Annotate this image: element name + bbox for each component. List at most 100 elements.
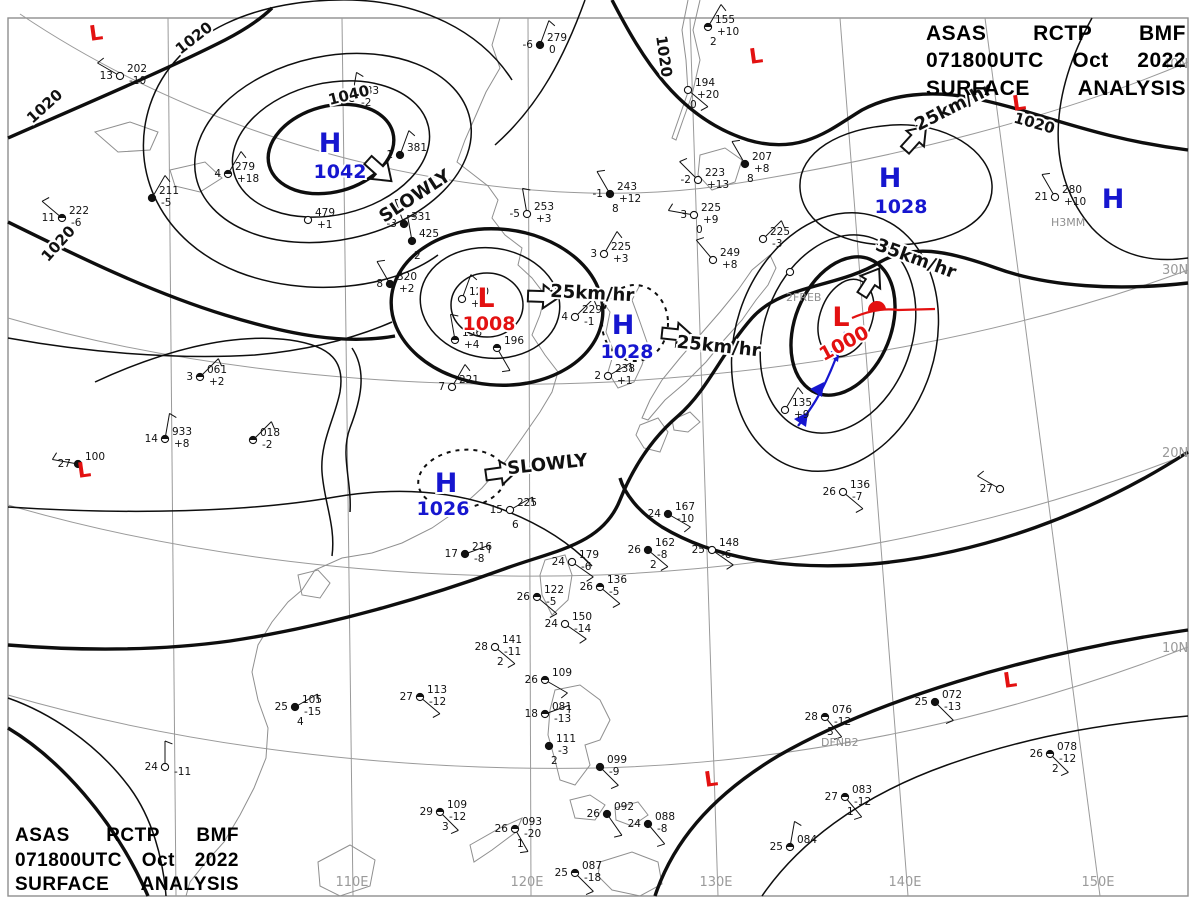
low-mark-symbol: L [76,457,93,483]
station-cloud-cover-half [348,94,356,98]
isobar-1020-sw [7,726,150,897]
station-cloud-cover-symbol [399,219,409,229]
station-tendency: -11 [504,646,521,658]
station-cloud-cover-symbol [560,619,570,629]
station-tendency: -8 [657,823,667,835]
station-plot: 155+102 [703,4,739,48]
station-pressure: 221 [459,374,479,386]
station-cloud-cover-half [571,869,579,873]
station-cloud-cover-symbol [838,487,848,497]
station-plot: 135+9 [780,387,812,421]
isobar-wiggle-2 [345,347,362,513]
station-tendency: +4 [464,339,480,351]
station-weather-code: 2 [650,559,657,571]
wind-barb [449,314,456,341]
station-plot: 15 225 6 [490,496,537,531]
station-pressure: 099 [607,754,627,766]
station-pressure: 279 [547,32,567,44]
station-temperature: 18 [525,708,538,720]
station-tendency: -12 [449,811,466,823]
station-temperature: 26 [525,674,539,686]
station-plot: 28 141-112 [475,634,522,668]
coastline-borneo-tip [317,844,376,897]
station-temperature: 7 [438,381,445,393]
station-pressure: 088 [655,811,675,823]
wind-barb [571,561,594,578]
wind-barb-tick [169,412,177,419]
station-cloud-cover-half [511,825,519,829]
station-plot: 25 105-154 [275,693,322,728]
station-temperature: 26 [1030,748,1044,760]
station-plot: 26 092 [587,801,634,838]
wind-barb-tick [596,169,605,172]
station-cloud-cover-half [58,214,66,218]
station-cloud-cover-symbol [460,549,470,559]
station-plot: 1 381 [386,130,427,161]
station-tendency: +13 [707,179,729,191]
station-cloud-cover-half [704,23,712,27]
station-cloud-cover-symbol [160,762,170,772]
station-cloud-cover-symbol [603,371,613,381]
station-pressure: 081 [552,701,572,713]
wind-barb [164,413,171,440]
station-pressure: 202 [127,63,147,75]
station-pressure: 078 [1057,741,1077,753]
station-tendency: -9 [609,766,619,778]
station-tendency: +3 [536,213,551,225]
wind-barb-tick [507,663,516,668]
station-tendency: -13 [944,701,961,713]
station-temperature: -6 [523,39,534,51]
coastline-mindanao [597,851,663,897]
station-temperature: 27 [825,791,838,803]
station-plot: 479+1 [303,207,335,231]
station-pressure: 225 [517,497,537,509]
station-tendency: -5 [609,586,619,598]
title-row: 071800UTC Oct 2022 [926,47,1186,74]
wind-barb-tick [240,151,247,159]
station-cloud-cover-symbol [740,159,750,169]
high-center-symbol: H [319,128,342,159]
station-temperature: 3 [590,248,597,260]
station-pressure: 167 [675,501,695,513]
station-plot: 24 088-8 [628,811,675,847]
station-tendency: -6 [721,549,732,561]
station-pressure: 249 [720,247,740,259]
wind-barb [564,623,587,640]
wind-barb [667,513,691,528]
station-pressure: 120 [469,286,489,298]
station-tendency: -10 [129,75,146,87]
wind-barb [711,549,734,566]
wind-barb-tick [696,237,705,241]
wind-barb [536,596,558,615]
longitude-label: 140E [888,875,921,890]
station-cloud-cover-half [541,676,549,680]
longitude-label: 130E [699,875,732,890]
wind-barb [844,796,863,818]
station-weather-code: 2 [414,250,421,262]
station-pressure: 093 [522,816,542,828]
wind-barb [394,199,405,225]
station-pressure: 479 [315,207,335,219]
station-pressure: 135 [792,397,812,409]
station-temperature: 2 [594,370,601,382]
station-pressure: 222 [69,205,89,217]
high-center-symbol: H [879,163,902,194]
station-tendency: +8 [174,438,189,450]
station-cloud-cover-half [1046,750,1054,754]
wind-barb-tick [548,20,556,27]
station-pressure: 279 [235,161,255,173]
title-word: RCTP [106,824,160,846]
station-weather-code: 1 [517,838,524,850]
station-weather-code: 2 [1052,763,1059,775]
station-temperature: 17 [445,548,458,560]
station-pressure: 072 [942,689,962,701]
wind-barb [351,72,358,99]
station-temperature: 26 [823,486,837,498]
station-weather-code: 3 [442,821,449,833]
station-plot: 26 078-122 [1030,741,1077,777]
wind-barb-tick [855,508,864,513]
station-temperature: -6 [335,92,346,104]
station-cloud-cover-half [533,593,541,597]
station-cloud-cover-symbol [457,294,467,304]
title-word: ASAS [15,824,70,846]
